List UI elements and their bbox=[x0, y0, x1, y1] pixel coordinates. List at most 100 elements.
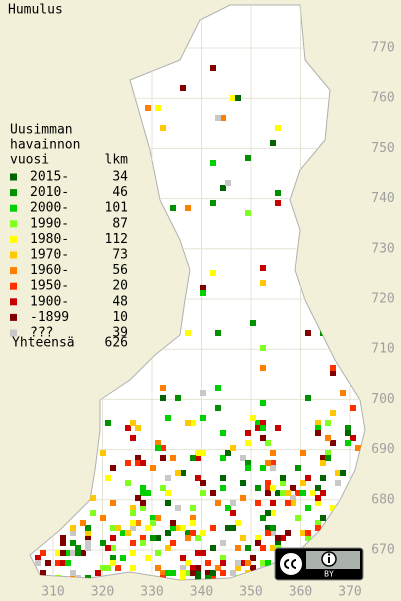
occurrence-square bbox=[255, 420, 261, 426]
occurrence-square bbox=[215, 565, 221, 571]
occurrence-square bbox=[275, 200, 281, 206]
occurrence-square bbox=[85, 530, 91, 536]
occurrence-square bbox=[260, 265, 266, 271]
occurrence-square bbox=[125, 530, 131, 536]
occurrence-square bbox=[115, 525, 121, 531]
total-label: Yhteensä bbox=[12, 336, 75, 351]
legend-label: 2010- bbox=[30, 185, 69, 200]
occurrence-square bbox=[325, 420, 331, 426]
occurrence-square bbox=[330, 365, 336, 371]
occurrence-square bbox=[70, 550, 76, 556]
occurrence-square bbox=[345, 430, 351, 436]
occurrence-square bbox=[320, 475, 326, 481]
occurrence-square bbox=[160, 385, 166, 391]
y-tick-label: 770 bbox=[371, 41, 394, 56]
occurrence-square bbox=[245, 155, 251, 161]
occurrence-square bbox=[190, 530, 196, 536]
x-tick-label: 360 bbox=[289, 585, 312, 600]
occurrence-square bbox=[130, 540, 136, 546]
occurrence-square bbox=[60, 550, 66, 556]
occurrence-square bbox=[315, 430, 321, 436]
occurrence-square bbox=[230, 525, 236, 531]
occurrence-square bbox=[210, 200, 216, 206]
occurrence-square bbox=[270, 530, 276, 536]
occurrence-square bbox=[230, 95, 236, 101]
occurrence-square bbox=[270, 545, 276, 551]
occurrence-square bbox=[315, 495, 321, 501]
occurrence-square bbox=[270, 510, 276, 516]
legend-count: 46 bbox=[112, 185, 128, 200]
occurrence-square bbox=[275, 190, 281, 196]
occurrence-square bbox=[220, 540, 226, 546]
occurrence-square bbox=[245, 560, 251, 566]
occurrence-square bbox=[150, 465, 156, 471]
occurrence-square bbox=[130, 510, 136, 516]
occurrence-square bbox=[305, 530, 311, 536]
occurrence-square bbox=[255, 425, 261, 431]
occurrence-square bbox=[320, 455, 326, 461]
legend-count: 39 bbox=[112, 326, 128, 341]
occurrence-square bbox=[295, 515, 301, 521]
cc-glyph bbox=[284, 559, 297, 569]
occurrence-square bbox=[320, 460, 326, 466]
occurrence-square bbox=[125, 480, 131, 486]
occurrence-square bbox=[195, 565, 201, 571]
occurrence-square bbox=[155, 445, 161, 451]
occurrence-square bbox=[75, 550, 81, 556]
occurrence-square bbox=[255, 535, 261, 541]
occurrence-square bbox=[135, 460, 141, 466]
occurrence-square bbox=[175, 470, 181, 476]
legend-label: ??? bbox=[30, 326, 53, 341]
occurrence-square bbox=[110, 560, 116, 566]
occurrence-square bbox=[210, 525, 216, 531]
occurrence-square bbox=[290, 495, 296, 501]
occurrence-square bbox=[355, 445, 361, 451]
occurrence-square bbox=[225, 525, 231, 531]
occurrence-square bbox=[150, 515, 156, 521]
x-tick-label: 310 bbox=[41, 585, 64, 600]
occurrence-square bbox=[140, 505, 146, 511]
x-tick-label: 370 bbox=[338, 585, 361, 600]
occurrence-square bbox=[225, 450, 231, 456]
occurrence-square bbox=[200, 415, 206, 421]
legend-count: 87 bbox=[112, 216, 128, 231]
y-tick-label: 760 bbox=[371, 91, 394, 106]
occurrence-square bbox=[190, 570, 196, 576]
occurrence-square bbox=[220, 455, 226, 461]
occurrence-square bbox=[140, 460, 146, 466]
occurrence-square bbox=[295, 490, 301, 496]
occurrence-square bbox=[200, 450, 206, 456]
occurrence-square bbox=[70, 530, 76, 536]
occurrence-square bbox=[325, 450, 331, 456]
occurrence-square bbox=[195, 455, 201, 461]
occurrence-square bbox=[200, 550, 206, 556]
occurrence-square bbox=[300, 450, 306, 456]
occurrence-square bbox=[140, 500, 146, 506]
occurrence-square bbox=[160, 125, 166, 131]
occurrence-square bbox=[200, 530, 206, 536]
occurrence-square bbox=[335, 480, 341, 486]
occurrence-square bbox=[85, 540, 91, 546]
occurrence-square bbox=[320, 515, 326, 521]
occurrence-square bbox=[200, 290, 206, 296]
occurrence-square bbox=[110, 545, 116, 551]
legend-count: 56 bbox=[112, 263, 128, 278]
legend-heading: havainnon bbox=[10, 138, 80, 153]
occurrence-square bbox=[285, 500, 291, 506]
occurrence-square bbox=[130, 505, 136, 511]
legend-swatch bbox=[10, 235, 17, 243]
occurrence-square bbox=[220, 570, 226, 576]
occurrence-square bbox=[155, 515, 161, 521]
occurrence-square bbox=[330, 370, 336, 376]
occurrence-square bbox=[270, 465, 276, 471]
occurrence-square bbox=[230, 510, 236, 516]
occurrence-square bbox=[260, 400, 266, 406]
occurrence-square bbox=[110, 500, 116, 506]
occurrence-square bbox=[55, 550, 61, 556]
occurrence-square bbox=[110, 555, 116, 561]
occurrence-square bbox=[245, 430, 251, 436]
occurrence-square bbox=[205, 575, 211, 580]
occurrence-square bbox=[185, 530, 191, 536]
occurrence-square bbox=[340, 470, 346, 476]
